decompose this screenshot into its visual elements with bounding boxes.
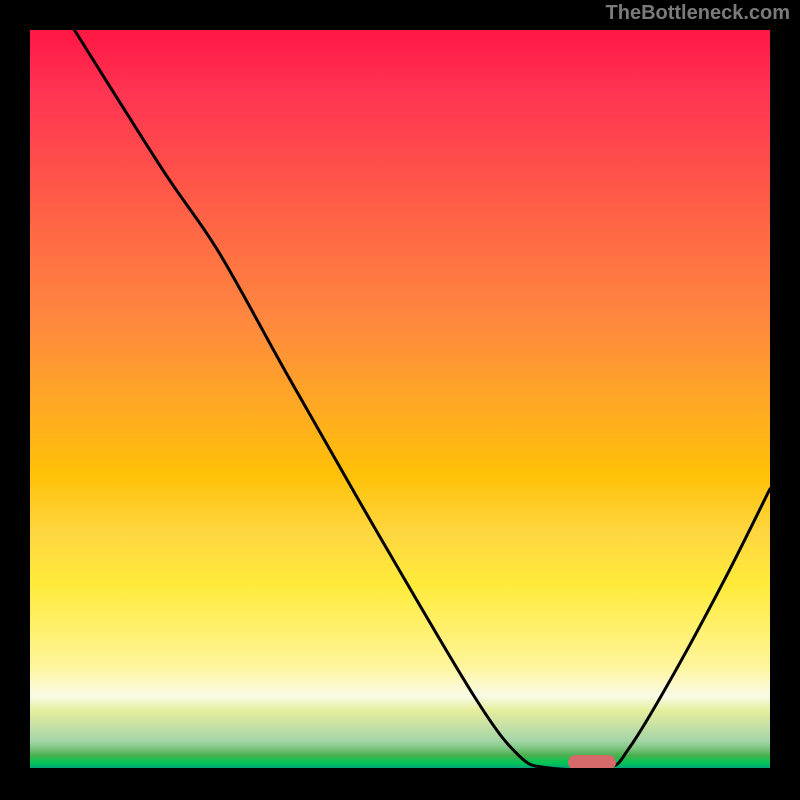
curve-svg [30, 30, 770, 770]
plot-area [30, 30, 770, 770]
watermark-text: TheBottleneck.com [606, 2, 790, 25]
baseline [30, 768, 770, 770]
bottleneck-curve [74, 30, 770, 770]
